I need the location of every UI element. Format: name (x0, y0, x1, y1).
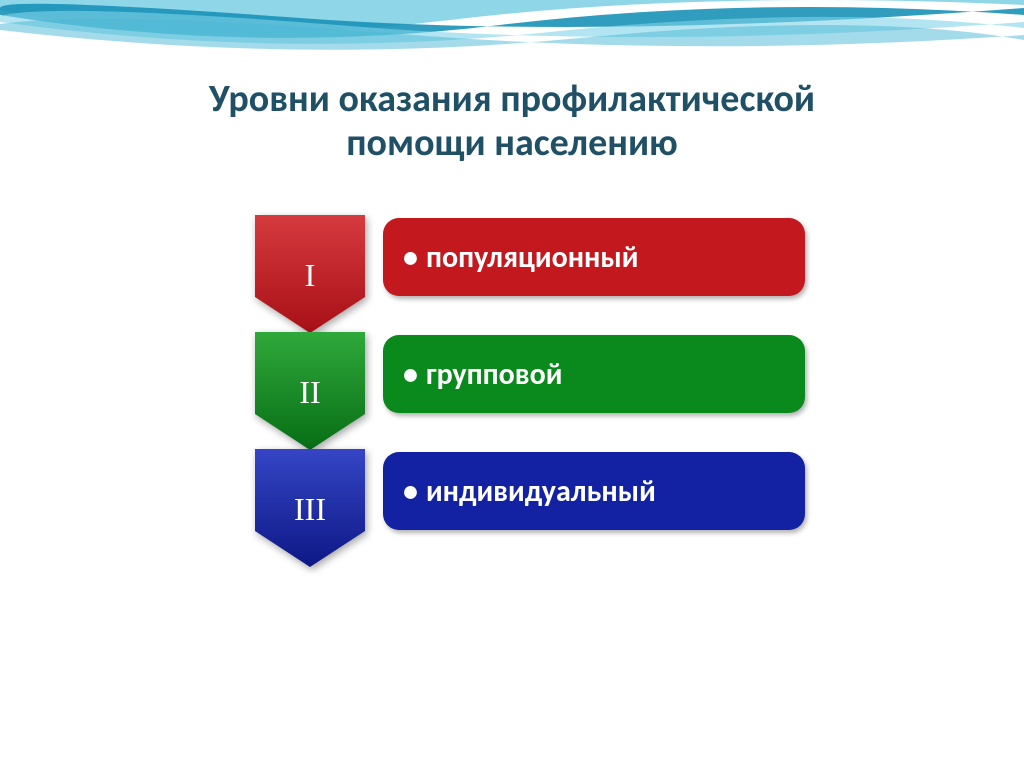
level-row: II •групповой (255, 332, 805, 417)
bullet-icon: • (403, 239, 418, 276)
chevron-icon: III (255, 449, 365, 534)
bullet-icon: • (403, 356, 418, 393)
level-pill: •индивидуальный (383, 452, 805, 530)
level-pill: •групповой (383, 335, 805, 413)
level-label: индивидуальный (426, 473, 656, 510)
chevron-numeral: III (255, 491, 365, 528)
level-label: групповой (426, 356, 562, 393)
title-line-2: помощи населению (346, 120, 678, 166)
level-label: популяционный (426, 239, 639, 276)
chevron-numeral: II (255, 374, 365, 411)
level-row: I •популяционный (255, 215, 805, 300)
chevron-icon: II (255, 332, 365, 417)
chevron-numeral: I (255, 257, 365, 294)
bullet-icon: • (403, 473, 418, 510)
levels-diagram: I•популяционныйII•групповойIII•индивидуа… (255, 215, 805, 534)
title-line-1: Уровни оказания профилактической (209, 76, 815, 122)
chevron-icon: I (255, 215, 365, 300)
level-row: III •индивидуальный (255, 449, 805, 534)
level-pill: •популяционный (383, 218, 805, 296)
slide-title: Уровни оказания профилактической помощи … (0, 0, 1024, 165)
